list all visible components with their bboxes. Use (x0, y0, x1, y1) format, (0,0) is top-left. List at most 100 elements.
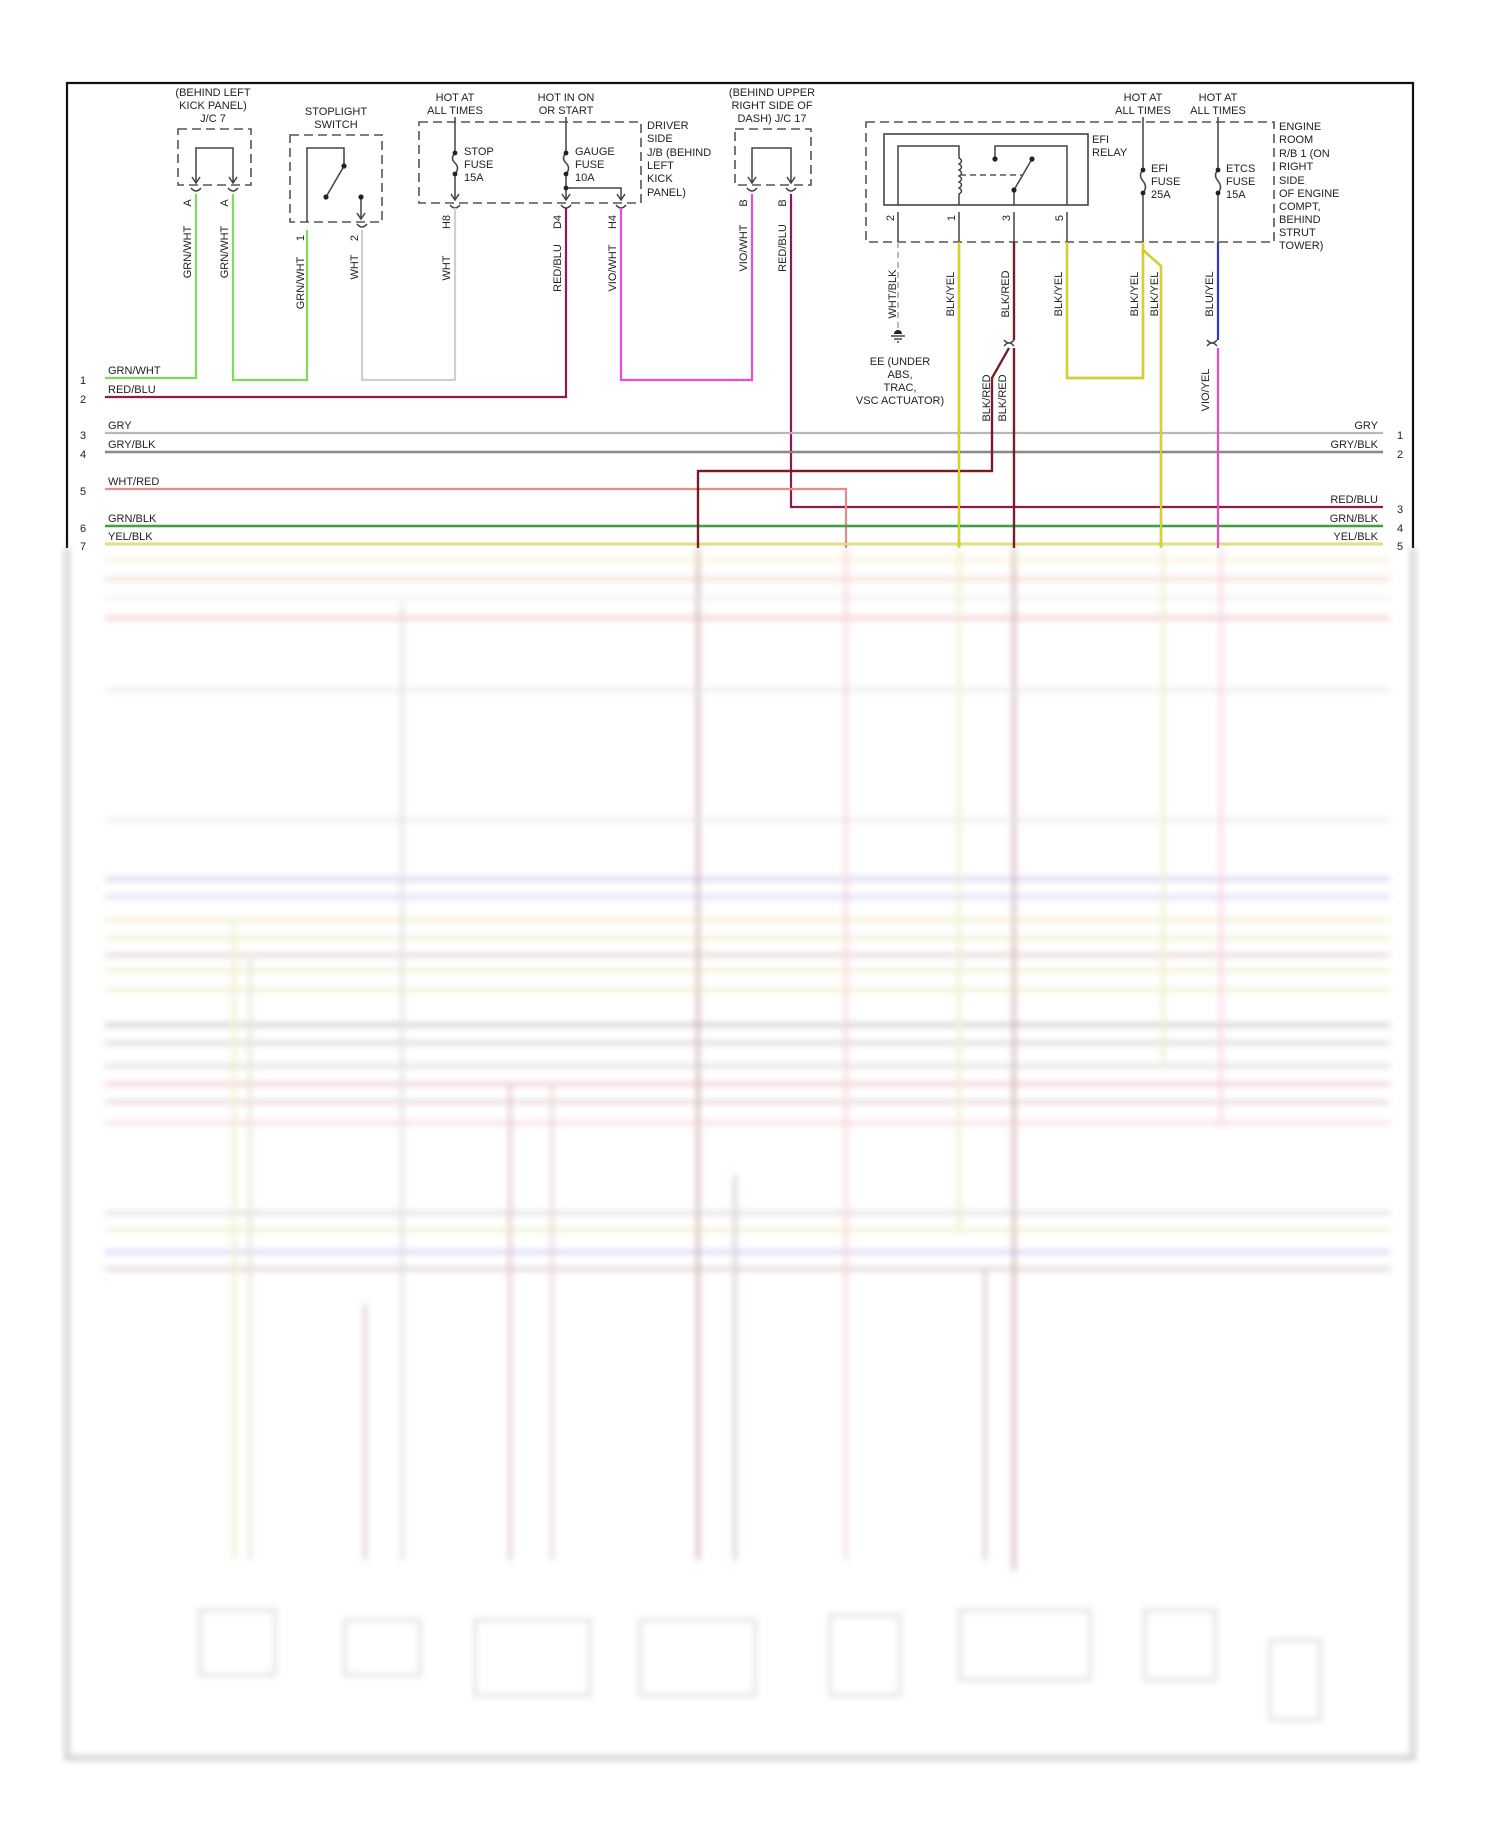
relay-label: EFI (1092, 134, 1109, 146)
wire-label: BLK/YEL (945, 272, 957, 317)
pin-label: 3 (1001, 215, 1013, 221)
row-number: 1 (80, 375, 86, 387)
fuse-label: 10A (575, 172, 595, 184)
switch-contact-icon (358, 194, 364, 200)
right-connector-rows: GRY 1 GRY/BLK 2 RED/BLU 3 GRN/BLK 4 YEL/BLK 5 (1330, 420, 1403, 553)
pin-label: 1 (295, 235, 307, 241)
efi-relay-box (883, 133, 1089, 206)
pin-label: 2 (885, 215, 897, 221)
pin-label: 2 (349, 235, 361, 241)
driver-side-junction-block: HOT AT ALL TIMES HOT IN ON OR START STOP… (418, 92, 711, 292)
fuse-label: 15A (1226, 189, 1246, 201)
wire-red-blu (105, 208, 568, 399)
jc17-title-line: RIGHT SIDE OF (731, 100, 812, 112)
blurred-lower-diagram (64, 548, 1416, 1761)
blurred-component (828, 1613, 902, 1697)
wire-label: WHT (349, 254, 361, 279)
svg-text:SIDE: SIDE (1279, 175, 1305, 187)
blurred-component (1143, 1608, 1217, 1682)
svg-text:ROOM: ROOM (1279, 134, 1313, 146)
pin-label: 5 (1054, 215, 1066, 221)
power-label: ALL TIMES (1115, 105, 1171, 117)
wire-label: RED/BLU (552, 244, 564, 292)
wire-label: BLK/YEL (1129, 272, 1141, 317)
row-wire-label: RED/BLU (1330, 494, 1378, 506)
power-label: HOT IN ON (538, 92, 595, 104)
row-wire-label: GRY (108, 420, 132, 432)
fuse-label: 25A (1151, 189, 1171, 201)
svg-text:BEHIND: BEHIND (1279, 214, 1321, 226)
rb1-location-label: ENGINE ROOM R/B 1 (ON RIGHT SIDE OF ENGI… (1279, 121, 1340, 252)
row-wire-label: GRY/BLK (1331, 439, 1379, 451)
svg-text:LEFT: LEFT (647, 160, 674, 172)
svg-text:VSC ACTUATOR): VSC ACTUATOR) (856, 395, 944, 407)
wire-wht-red (105, 487, 848, 548)
wire-label: BLK/RED (1000, 270, 1012, 317)
svg-text:R/B 1 (ON: R/B 1 (ON (1279, 148, 1330, 160)
wire-label: VIO/WHT (607, 244, 619, 291)
row-number: 7 (80, 541, 86, 553)
pin-label: 1 (946, 215, 958, 221)
wire-label: BLU/YEL (1204, 271, 1216, 316)
diagram-frame (65, 81, 1415, 548)
jc7-title-line: J/C 7 (200, 113, 226, 125)
row-number: 3 (1397, 504, 1403, 516)
power-label: HOT AT (436, 92, 475, 104)
jc17-box (734, 128, 812, 186)
jc17-title-line: DASH) J/C 17 (737, 113, 806, 125)
jc7-title-line: KICK PANEL) (179, 100, 247, 112)
power-label: ALL TIMES (1190, 105, 1246, 117)
row-wire-label: GRN/BLK (1330, 513, 1379, 525)
svg-text:J/B (BEHIND: J/B (BEHIND (647, 147, 711, 159)
stoplight-box (289, 134, 383, 223)
diagram-frame-lower (64, 548, 1416, 1761)
jc17-title-line: (BEHIND UPPER (729, 87, 815, 99)
wire-red-blu-jc17 (789, 194, 1383, 509)
svg-text:EE (UNDER: EE (UNDER (870, 356, 931, 368)
row-wire-label: GRN/BLK (108, 513, 157, 525)
wire-grn-wht-2 (231, 194, 309, 382)
relay-label: RELAY (1092, 147, 1128, 159)
wire-label: BLK/YEL (1053, 272, 1065, 317)
svg-text:ABS,: ABS, (887, 369, 912, 381)
wire-wht (360, 208, 457, 382)
blurred-component (1268, 1638, 1322, 1722)
wire-label: GRN/WHT (219, 225, 231, 278)
wire-label: GRN/WHT (295, 256, 307, 309)
stop-fuse-icon (450, 117, 460, 202)
connector-icon (190, 187, 239, 192)
svg-text:OF ENGINE: OF ENGINE (1279, 188, 1340, 200)
svg-text:STRUT: STRUT (1279, 227, 1316, 239)
wire-label: GRN/WHT (182, 225, 194, 278)
wire-harness (105, 194, 1383, 548)
junction-connector-jc7: (BEHIND LEFT KICK PANEL) J/C 7 A A GRN/W… (175, 87, 252, 278)
jc7-title-line: (BEHIND LEFT (175, 87, 250, 99)
row-wire-label: RED/BLU (108, 384, 156, 396)
row-number: 6 (80, 523, 86, 535)
efi-fuse-icon (1139, 117, 1147, 242)
switch-icon (306, 147, 366, 222)
power-label: HOT AT (1199, 92, 1238, 104)
connector-icon (356, 223, 368, 228)
power-label: HOT AT (1124, 92, 1163, 104)
wire-label: WHT/BLK (887, 269, 899, 319)
power-label: ALL TIMES (427, 105, 483, 117)
blurred-component (198, 1608, 277, 1677)
rb1-box (865, 121, 1275, 243)
stoplight-switch: STOPLIGHT SWITCH 1 2 GRN/WHT WHT (289, 106, 383, 309)
relay-pin-lines (897, 212, 1068, 242)
row-number: 1 (1397, 430, 1403, 442)
fuse-label: EFI (1151, 163, 1168, 175)
wire-label: BLK/RED (997, 374, 1009, 421)
pin-label: H4 (607, 215, 619, 229)
stoplight-title-line: SWITCH (314, 119, 357, 131)
fuse-label: FUSE (575, 159, 604, 171)
svg-text:TOWER): TOWER) (1279, 240, 1323, 252)
left-connector-rows: 1 GRN/WHT 2 RED/BLU 3 GRY 4 GRY/BLK 5 WHT/RED 6 GRN… (80, 365, 161, 553)
ground-ee: EE (UNDER ABS, TRAC, VSC ACTUATOR) (856, 330, 944, 407)
etcs-fuse-icon (1214, 117, 1222, 242)
gauge-fuse-icon (561, 117, 626, 202)
row-number: 2 (80, 394, 86, 406)
wire-label: WHT (441, 255, 453, 280)
